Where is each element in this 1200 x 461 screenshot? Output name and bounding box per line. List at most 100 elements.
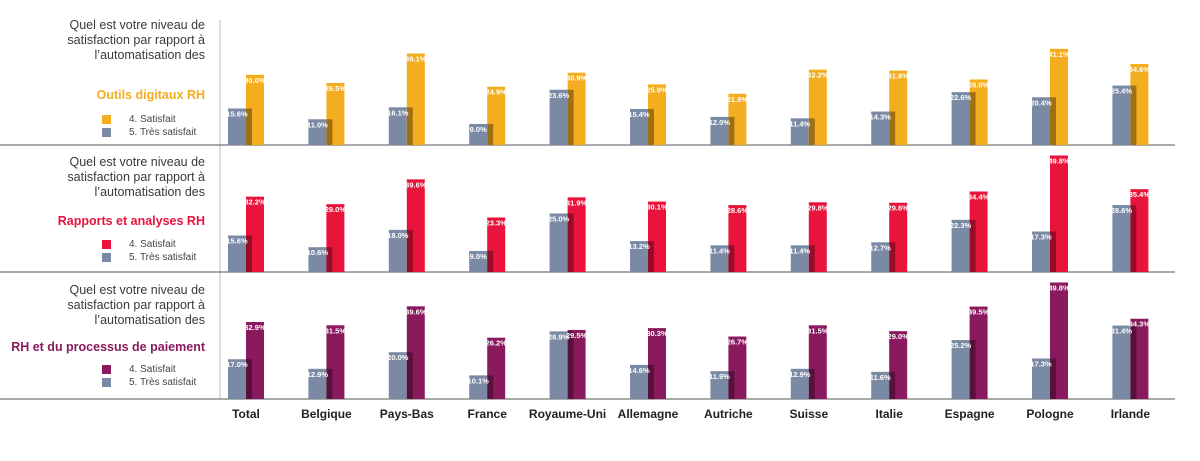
- bar-overlap-shade: [728, 245, 735, 272]
- data-label-satisfait: 21.9%: [727, 95, 749, 104]
- bar-overlap-shade: [246, 359, 252, 399]
- data-label-satisfait: 31.9%: [566, 198, 588, 207]
- bar-tres-satisfait: [549, 89, 568, 145]
- data-label-tres-satisfait: 18.0%: [387, 231, 409, 240]
- question-line: satisfaction par rapport à: [67, 298, 205, 312]
- x-tick-label: Allemagne: [618, 407, 679, 421]
- panel-question: Quel est votre niveau de satisfaction par…: [0, 18, 205, 63]
- data-label-tres-satisfait: 25.0%: [548, 215, 570, 224]
- bar-satisfait: [406, 306, 425, 399]
- bar-tres-satisfait: [228, 359, 246, 399]
- bar-overlap-shade: [567, 331, 574, 399]
- data-label-satisfait: 31.5%: [325, 326, 347, 335]
- bar-satisfait: [648, 84, 666, 145]
- legend-swatch: [102, 240, 111, 249]
- bar-overlap-shade: [648, 241, 654, 272]
- bar-tres-satisfait: [790, 118, 809, 145]
- data-label-tres-satisfait: 9.0%: [470, 125, 487, 134]
- bar-satisfait: [889, 331, 908, 399]
- data-label-satisfait: 29.0%: [888, 332, 910, 341]
- bar-satisfait: [728, 205, 747, 272]
- bar-overlap-shade: [487, 250, 494, 272]
- data-label-satisfait: 26.5%: [325, 84, 347, 93]
- data-label-tres-satisfait: 20.0%: [387, 353, 409, 362]
- x-tick-label: France: [468, 407, 508, 421]
- data-label-satisfait: 29.0%: [325, 205, 347, 214]
- data-label-tres-satisfait: 11.6%: [870, 373, 891, 382]
- legend: 4. Satisfait 5. Très satisfait: [0, 363, 205, 389]
- x-tick-label: Belgique: [301, 407, 352, 421]
- bar-satisfait: [326, 82, 345, 145]
- question-line: Quel est votre niveau de: [69, 155, 206, 169]
- bar-tres-satisfait: [469, 375, 488, 399]
- data-label-satisfait: 35.4%: [1129, 190, 1151, 199]
- bar-satisfait: [1130, 189, 1149, 272]
- x-tick-label: Espagne: [945, 407, 995, 421]
- data-label-tres-satisfait: 31.4%: [1111, 327, 1133, 336]
- bar-tres-satisfait: [790, 368, 809, 399]
- bar-overlap-shade: [728, 371, 735, 399]
- data-label-satisfait: 29.8%: [807, 203, 829, 212]
- data-label-satisfait: 29.5%: [566, 331, 588, 340]
- data-label-satisfait: 26.2%: [486, 339, 508, 348]
- data-label-satisfait: 29.6%: [888, 204, 910, 213]
- bar-overlap-shade: [406, 229, 413, 272]
- bar-satisfait: [728, 336, 747, 399]
- bar-overlap-shade: [487, 123, 494, 145]
- data-label-tres-satisfait: 9.0%: [470, 252, 487, 261]
- legend-label: 4. Satisfait: [129, 239, 176, 250]
- bar-overlap-shade: [1130, 85, 1137, 145]
- data-label-tres-satisfait: 17.3%: [1030, 233, 1052, 242]
- legend-item: 4. Satisfait: [0, 363, 205, 376]
- bar-satisfait: [567, 329, 586, 399]
- bar-satisfait: [1130, 318, 1149, 399]
- legend: 4. Satisfait 5. Très satisfait: [0, 113, 205, 139]
- bar-satisfait: [246, 196, 264, 272]
- bar-overlap-shade: [648, 108, 654, 145]
- data-label-satisfait: 31.8%: [888, 72, 910, 81]
- bar-satisfait: [487, 86, 506, 145]
- bar-satisfait: [808, 69, 827, 145]
- bar-tres-satisfait: [710, 116, 729, 145]
- bar-overlap-shade: [728, 116, 735, 145]
- bar-tres-satisfait: [1032, 231, 1050, 272]
- bar-overlap-shade: [1050, 97, 1056, 145]
- bar-overlap-shade: [1130, 205, 1137, 272]
- x-tick-label: Pays-Bas: [380, 407, 434, 421]
- legend-swatch: [102, 378, 111, 387]
- bar-overlap-shade: [1130, 325, 1137, 399]
- data-label-satisfait: 39.5%: [968, 308, 990, 317]
- data-label-satisfait: 24.9%: [486, 88, 508, 97]
- data-label-satisfait: 26.7%: [727, 338, 749, 347]
- data-label-tres-satisfait: 11.4%: [789, 246, 810, 255]
- panel-metric-title: Rapports et analyses RH: [57, 214, 205, 228]
- data-label-satisfait: 28.6%: [727, 206, 749, 215]
- bar-satisfait: [1050, 155, 1068, 272]
- bar-satisfait: [567, 72, 586, 145]
- data-label-tres-satisfait: 16.1%: [387, 108, 409, 117]
- question-line: satisfaction par rapport à: [67, 170, 205, 184]
- bar-tres-satisfait: [388, 352, 407, 399]
- data-label-satisfait: 41.1%: [1048, 50, 1070, 59]
- bar-tres-satisfait: [630, 241, 648, 272]
- legend-item: 4. Satisfait: [0, 113, 205, 126]
- data-label-tres-satisfait: 28.9%: [548, 332, 570, 341]
- data-label-satisfait: 32.2%: [244, 198, 266, 207]
- data-label-satisfait: 28.0%: [968, 80, 990, 89]
- data-label-tres-satisfait: 22.6%: [950, 93, 972, 102]
- bar-tres-satisfait: [469, 250, 488, 272]
- legend-label: 5. Très satisfait: [129, 377, 197, 388]
- data-label-satisfait: 39.1%: [405, 55, 427, 64]
- bar-tres-satisfait: [790, 245, 809, 272]
- bar-tres-satisfait: [469, 123, 488, 145]
- data-label-satisfait: 30.3%: [646, 329, 668, 338]
- data-label-satisfait: 32.2%: [807, 71, 829, 80]
- bar-tres-satisfait: [1032, 358, 1050, 399]
- data-label-tres-satisfait: 14.3%: [870, 113, 892, 122]
- bar-overlap-shade: [889, 371, 896, 399]
- data-label-tres-satisfait: 13.2%: [628, 242, 650, 251]
- legend-swatch: [102, 115, 111, 124]
- bar-satisfait: [487, 337, 506, 399]
- bar-tres-satisfait: [1032, 97, 1050, 145]
